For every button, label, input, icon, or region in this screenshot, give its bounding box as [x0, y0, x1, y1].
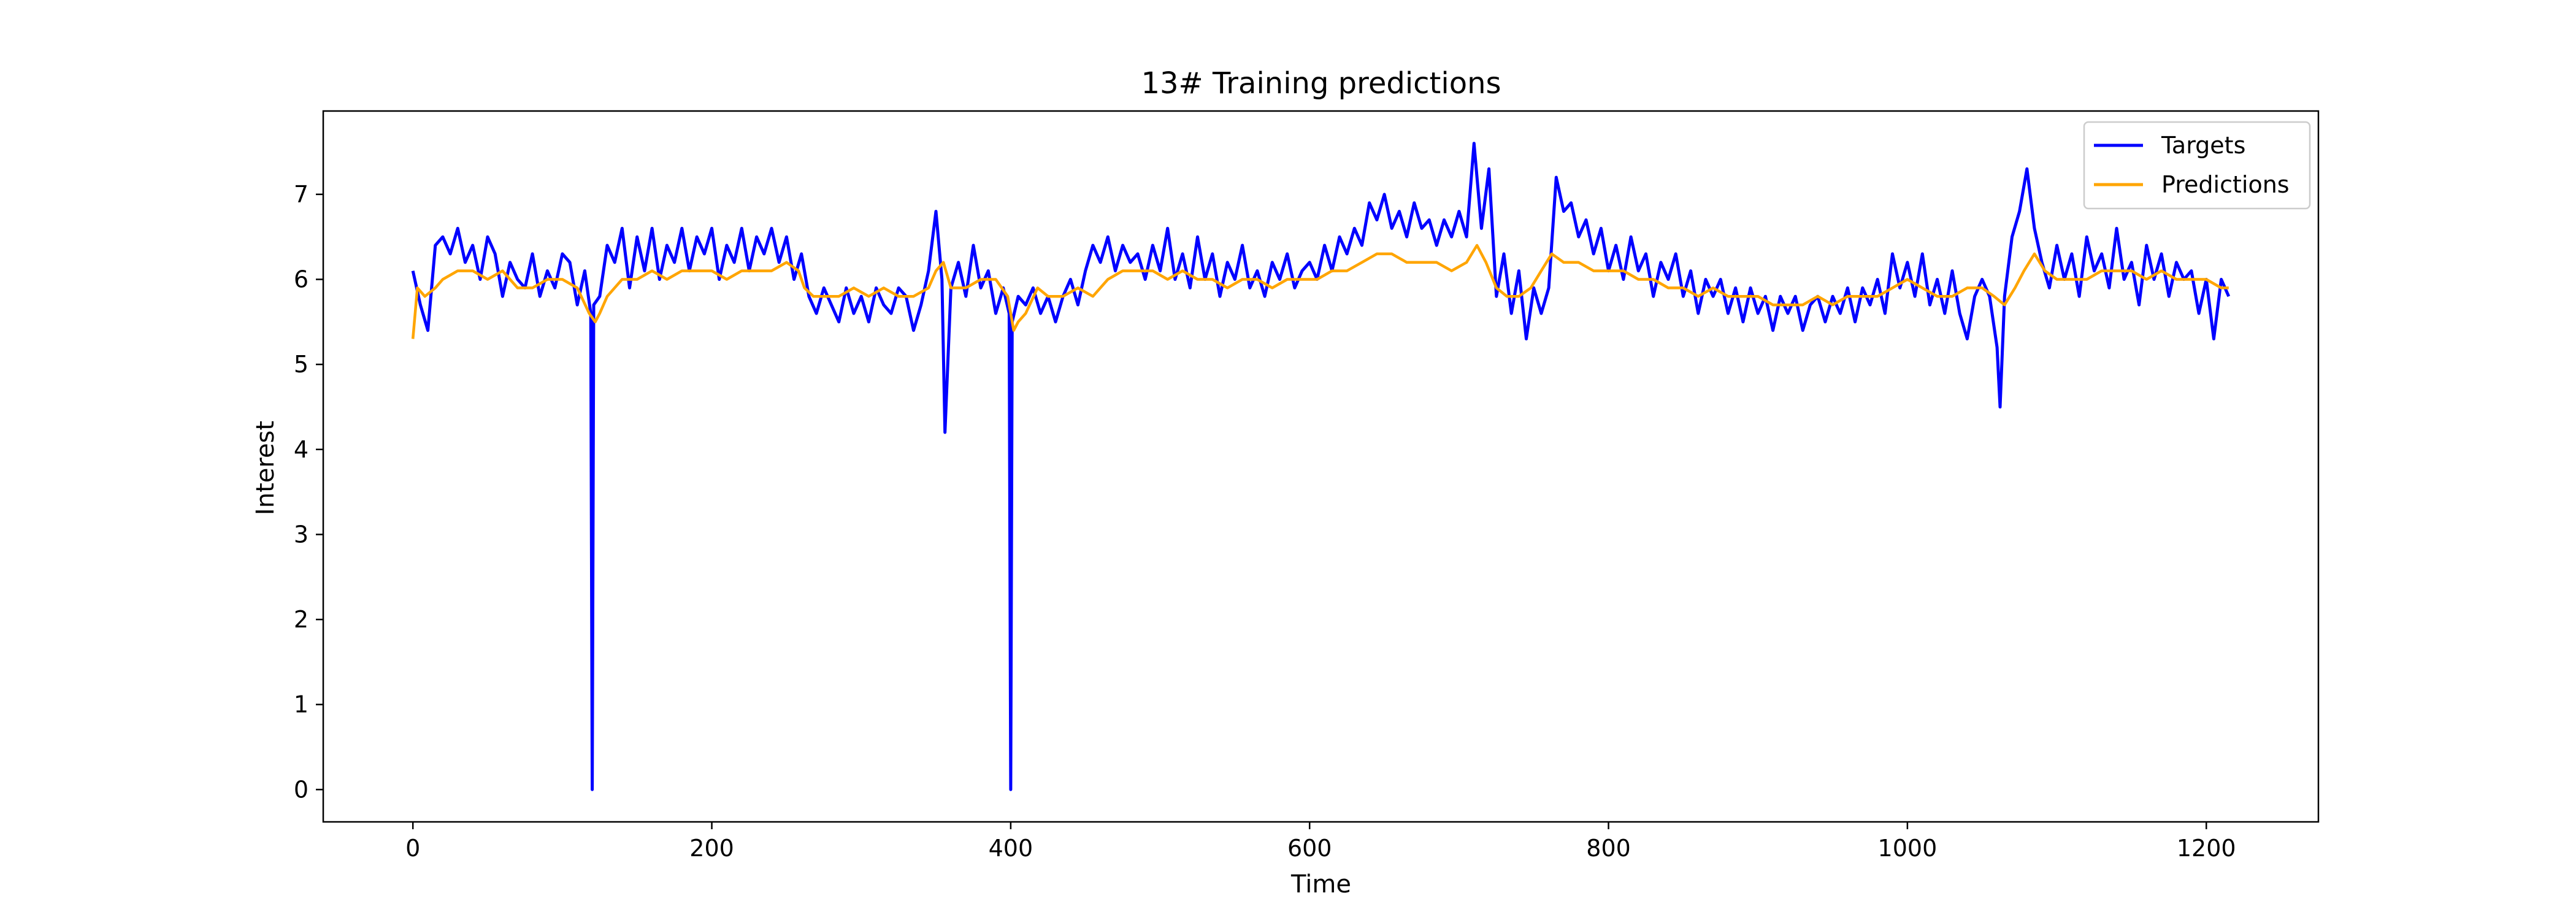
y-tick-label: 4 [294, 436, 309, 463]
x-tick-label: 1000 [1878, 835, 1938, 862]
legend-label-targets: Targets [2161, 132, 2245, 159]
y-tick-label: 5 [294, 351, 309, 378]
legend-label-predictions: Predictions [2161, 171, 2290, 198]
y-axis-label: Interest [251, 421, 280, 515]
y-axis: 0 1 2 3 4 5 6 7 [294, 181, 323, 803]
series-line-predictions [411, 243, 2229, 339]
x-tick-label: 400 [989, 835, 1033, 862]
chart-title: 13# Training predictions [1141, 66, 1501, 101]
x-tick-label: 200 [689, 835, 734, 862]
x-tick-label: 600 [1287, 835, 1332, 862]
x-axis: 0 200 400 600 800 1000 1200 [405, 822, 2236, 862]
x-tick-label: 800 [1586, 835, 1631, 862]
y-tick-label: 6 [294, 266, 309, 293]
plot-area [411, 142, 2231, 791]
x-tick-label: 0 [405, 835, 420, 862]
y-tick-label: 2 [294, 606, 309, 633]
plot-frame [322, 110, 2320, 823]
y-tick-label: 0 [294, 776, 309, 803]
x-tick-label: 1200 [2177, 835, 2236, 862]
y-tick-label: 7 [294, 181, 309, 208]
legend-box [2083, 121, 2311, 210]
legend: Targets Predictions [2083, 121, 2311, 210]
series-line-targets [411, 142, 2231, 791]
y-tick-label: 1 [294, 691, 309, 718]
y-tick-label: 3 [294, 521, 309, 548]
x-axis-label: Time [1290, 870, 1351, 899]
